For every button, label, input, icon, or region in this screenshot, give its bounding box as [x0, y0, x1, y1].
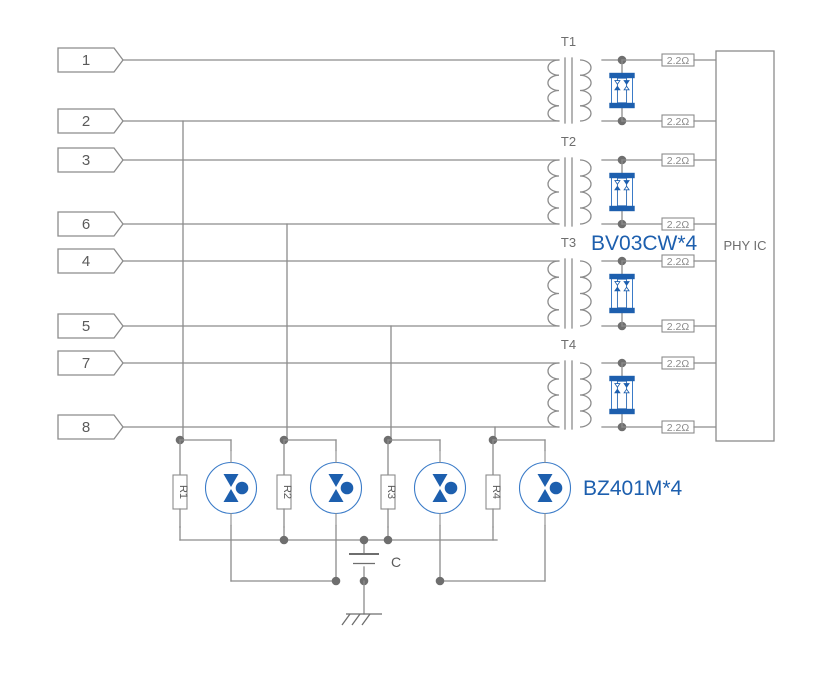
svg-text:BV03CW*4: BV03CW*4 — [591, 232, 698, 255]
svg-text:R2: R2 — [281, 485, 293, 499]
svg-text:R4: R4 — [490, 485, 502, 499]
svg-text:T2: T2 — [561, 134, 576, 149]
svg-text:R3: R3 — [385, 485, 397, 499]
svg-text:2: 2 — [82, 113, 90, 130]
svg-text:8: 8 — [82, 419, 90, 436]
svg-text:T4: T4 — [561, 337, 576, 352]
svg-text:2.2Ω: 2.2Ω — [667, 256, 690, 268]
svg-text:4: 4 — [82, 253, 90, 270]
svg-text:2.2Ω: 2.2Ω — [667, 116, 690, 128]
svg-text:R1: R1 — [177, 485, 189, 499]
svg-text:6: 6 — [82, 216, 90, 233]
svg-text:7: 7 — [82, 355, 90, 372]
svg-text:1: 1 — [82, 52, 90, 69]
svg-text:T3: T3 — [561, 235, 576, 250]
svg-text:2.2Ω: 2.2Ω — [667, 155, 690, 167]
svg-text:T1: T1 — [561, 34, 576, 49]
svg-text:2.2Ω: 2.2Ω — [667, 358, 690, 370]
svg-text:BZ401M*4: BZ401M*4 — [583, 477, 683, 500]
svg-text:3: 3 — [82, 152, 90, 169]
svg-text:C: C — [391, 554, 401, 570]
svg-text:2.2Ω: 2.2Ω — [667, 321, 690, 333]
svg-text:2.2Ω: 2.2Ω — [667, 422, 690, 434]
svg-text:PHY IC: PHY IC — [723, 238, 766, 253]
svg-text:5: 5 — [82, 318, 90, 335]
svg-text:2.2Ω: 2.2Ω — [667, 55, 690, 67]
svg-text:2.2Ω: 2.2Ω — [667, 219, 690, 231]
